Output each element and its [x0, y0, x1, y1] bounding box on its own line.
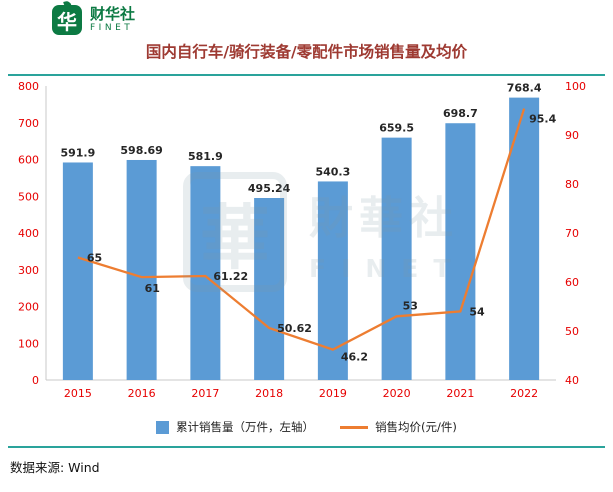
bottom-divider: [8, 446, 605, 448]
bar-2022: [509, 97, 540, 380]
brand-logo: 华 财华社 FINET: [52, 0, 135, 35]
left-axis-tick-label: 0: [32, 374, 39, 387]
left-axis-tick-label: 700: [18, 117, 39, 130]
right-axis-tick-label: 50: [565, 325, 579, 338]
avg-price-line: [77, 108, 526, 351]
bar-value-label: 540.3: [315, 165, 350, 178]
bar-2015: [62, 162, 93, 380]
data-source: 数据来源: Wind: [10, 460, 100, 475]
bar-2016: [126, 159, 157, 380]
right-axis-tick-label: 60: [565, 276, 579, 289]
x-axis-label: 2015: [64, 387, 92, 400]
brand-name-en: FINET: [90, 23, 134, 34]
line-value-label: 46.2: [341, 351, 368, 364]
x-axis-label: 2022: [510, 387, 538, 400]
line-swatch-icon: [340, 425, 369, 429]
bar-value-label: 768.4: [507, 82, 542, 95]
right-axis-tick-label: 100: [565, 80, 586, 93]
bar-value-label: 581.9: [188, 150, 223, 163]
right-axis-tick-label: 70: [565, 227, 579, 240]
bar-swatch-icon: [156, 420, 170, 434]
bar-value-label: 598.69: [120, 144, 162, 157]
line-value-label: 61: [145, 282, 160, 295]
bar-value-label: 659.5: [379, 122, 414, 135]
legend-label-avg-price: 销售均价(元/件): [375, 420, 457, 434]
brand-icon: 华: [52, 0, 82, 35]
left-axis-tick-label: 100: [18, 337, 39, 350]
legend-item-sales-volume: 累计销售量（万件，左轴）: [156, 419, 314, 435]
left-axis-tick-label: 200: [18, 301, 39, 314]
left-axis-tick-label: 400: [18, 227, 39, 240]
bar-2020: [381, 137, 412, 380]
bar-2021: [445, 123, 476, 380]
right-axis-tick-label: 90: [565, 129, 579, 142]
brand-text: 财华社 FINET: [90, 6, 135, 34]
bar-value-label: 698.7: [443, 107, 478, 120]
x-axis-label: 2016: [128, 387, 156, 400]
brand-name-cn: 财华社: [90, 4, 136, 23]
chart-title: 国内自行车/骑行装备/零配件市场销售量及均价: [145, 43, 468, 61]
top-divider: [8, 74, 605, 76]
line-value-label: 61.22: [213, 270, 248, 283]
legend-label-sales-volume: 累计销售量（万件，左轴）: [176, 420, 315, 434]
brand-glyph: 华: [57, 9, 77, 34]
bar-2018: [254, 197, 285, 380]
x-axis-label: 2019: [319, 387, 347, 400]
right-axis-tick-label: 40: [565, 374, 579, 387]
bar-value-label: 591.9: [60, 146, 95, 159]
left-axis-tick-label: 500: [18, 190, 39, 203]
x-axis-label: 2020: [383, 387, 411, 400]
line-value-label: 50.62: [277, 322, 312, 335]
left-axis-tick-label: 800: [18, 80, 39, 93]
x-axis-label: 2021: [446, 387, 474, 400]
line-value-label: 65: [87, 252, 102, 265]
legend-item-avg-price: 销售均价(元/件): [340, 419, 457, 435]
x-axis-label: 2018: [255, 387, 283, 400]
legend: 累计销售量（万件，左轴） 销售均价(元/件): [0, 419, 613, 435]
x-axis-label: 2017: [191, 387, 219, 400]
line-value-label: 54: [469, 305, 485, 318]
right-axis-tick-label: 80: [565, 178, 579, 191]
left-axis-tick-label: 300: [18, 264, 39, 277]
left-axis-tick-label: 600: [18, 154, 39, 167]
line-value-label: 53: [403, 299, 418, 312]
line-value-label: 95.4: [529, 113, 556, 126]
bar-2017: [190, 166, 221, 380]
bar-value-label: 495.24: [248, 182, 291, 195]
